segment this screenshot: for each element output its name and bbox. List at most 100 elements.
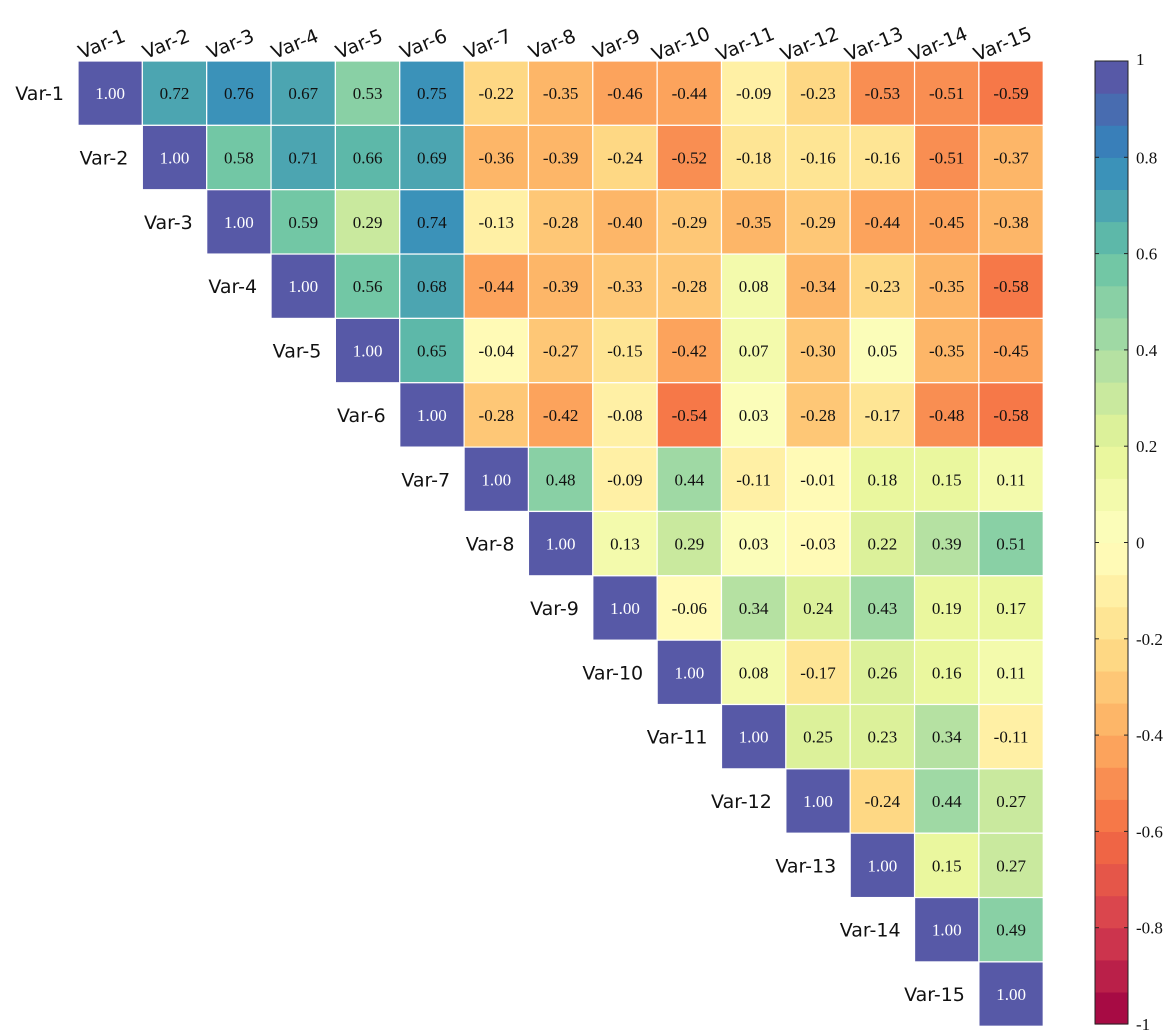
row-label-5: Var-5 — [273, 341, 322, 363]
heatmap-cell-6-14 — [913, 382, 980, 448]
cell-value-3-5: 0.29 — [353, 213, 383, 232]
cell-value-9-15: 0.17 — [996, 599, 1026, 618]
colorbar-step-2 — [1095, 959, 1128, 993]
cell-value-3-14: -0.45 — [929, 213, 964, 232]
row-labels: Var-1 Var-2 Var-3 Var-4 Var-5 Var-6 Var-7 Var-8… — [15, 83, 965, 1006]
heatmap-cell-4-10 — [656, 253, 723, 320]
colorbar-step-1 — [1095, 991, 1128, 1025]
heatmap-cell-1-3 — [206, 60, 272, 126]
row-label-11: Var-11 — [647, 727, 708, 749]
row-label-12: Var-12 — [711, 791, 772, 813]
column-label-4: Var-4 — [268, 25, 321, 64]
cell-value-6-15: -0.58 — [993, 406, 1028, 425]
heatmap-cell-6-8 — [527, 382, 594, 448]
cell-value-2-10: -0.52 — [672, 149, 707, 168]
cell-value-1-5: 0.53 — [353, 84, 383, 103]
heatmap-cell-7-12 — [785, 446, 851, 513]
cell-value-1-3: 0.76 — [224, 84, 254, 103]
cell-value-5-6: 0.65 — [417, 342, 447, 361]
cell-value-4-7: -0.44 — [479, 277, 515, 296]
column-label-2: Var-2 — [140, 25, 193, 64]
cell-value-4-6: 0.68 — [417, 277, 447, 296]
colorbar-step-13 — [1095, 606, 1128, 640]
heatmap-cell-4-11 — [720, 253, 787, 320]
column-label-8: Var-8 — [526, 25, 579, 64]
heatmap-cell-1-10 — [656, 60, 723, 126]
cell-value-3-15: -0.38 — [993, 213, 1028, 232]
cell-value-8-8: 1.00 — [546, 535, 576, 554]
heatmap-cell-2-11 — [720, 124, 787, 191]
colorbar-tick-label-10: -0.8 — [1136, 919, 1163, 938]
row-label-7: Var-7 — [401, 469, 450, 491]
heatmap-cell-7-8 — [527, 446, 594, 513]
cell-value-1-8: -0.35 — [543, 84, 578, 103]
cell-value-5-13: 0.05 — [867, 342, 897, 361]
cell-value-2-7: -0.36 — [479, 149, 514, 168]
cell-value-6-10: -0.54 — [672, 406, 708, 425]
heatmap-cell-10-15 — [978, 639, 1044, 706]
heatmap-cell-1-6 — [399, 60, 465, 126]
cell-value-4-11: 0.08 — [739, 277, 769, 296]
cell-value-11-13: 0.23 — [867, 728, 897, 747]
cell-value-2-4: 0.71 — [288, 149, 318, 168]
heatmap-cell-3-10 — [656, 189, 723, 255]
row-label-14: Var-14 — [840, 920, 901, 942]
colorbar-step-17 — [1095, 478, 1128, 511]
cell-value-1-4: 0.67 — [288, 84, 318, 103]
column-label-7: Var-7 — [461, 25, 514, 64]
cell-value-4-8: -0.39 — [543, 277, 578, 296]
colorbar-tick-label-4: 0.4 — [1136, 341, 1158, 360]
heatmap-cell-5-15 — [978, 317, 1044, 384]
cell-value-11-14: 0.34 — [932, 728, 962, 747]
heatmap-cell-15-15 — [978, 961, 1044, 1027]
heatmap-cell-2-13 — [849, 124, 916, 191]
cell-value-1-13: -0.53 — [865, 84, 900, 103]
heatmap-cell-6-15 — [978, 382, 1044, 448]
cell-value-6-11: 0.03 — [739, 406, 769, 425]
column-label-10: Var-10 — [649, 23, 714, 66]
cell-value-12-12: 1.00 — [803, 792, 833, 811]
cell-value-9-13: 0.43 — [867, 599, 897, 618]
cell-value-8-13: 0.22 — [867, 535, 897, 554]
cell-value-2-15: -0.37 — [993, 149, 1029, 168]
row-label-13: Var-13 — [775, 855, 836, 877]
colorbar-tick-label-5: 0.2 — [1136, 437, 1157, 456]
cell-value-5-14: -0.35 — [929, 342, 964, 361]
cell-value-10-15: 0.11 — [997, 663, 1026, 682]
cell-value-13-13: 1.00 — [867, 856, 897, 875]
colorbar-tick-label-9: -0.6 — [1136, 822, 1163, 841]
heatmap-cell-5-11 — [720, 317, 787, 384]
cell-value-2-8: -0.39 — [543, 149, 578, 168]
cell-value-11-11: 1.00 — [739, 728, 769, 747]
column-label-14: Var-14 — [906, 23, 971, 66]
row-label-2: Var-2 — [80, 148, 129, 170]
cell-value-1-6: 0.75 — [417, 84, 447, 103]
heatmap-cell-9-14 — [913, 575, 980, 641]
cell-value-14-14: 1.00 — [932, 921, 962, 940]
row-label-4: Var-4 — [208, 276, 257, 298]
cell-value-6-9: -0.08 — [607, 406, 642, 425]
colorbar-step-3 — [1095, 927, 1128, 961]
colorbar: 1 0.8 0.6 0.4 0.2 0 -0.2 -0.4 -0.6 -0.8 -1 — [1094, 50, 1163, 1033]
row-label-10: Var-10 — [582, 662, 643, 684]
colorbar-step-23 — [1095, 285, 1128, 319]
cell-value-4-14: -0.35 — [929, 277, 964, 296]
heatmap-cell-5-9 — [592, 317, 658, 384]
heatmap-cell-14-14 — [913, 896, 980, 963]
cell-value-3-9: -0.40 — [607, 213, 642, 232]
heatmap-cell-4-4 — [270, 253, 336, 320]
heatmap-cell-4-15 — [978, 253, 1044, 320]
column-label-15: Var-15 — [971, 23, 1036, 66]
cell-value-7-9: -0.09 — [607, 470, 642, 489]
cell-value-4-13: -0.23 — [865, 277, 900, 296]
cell-value-2-9: -0.24 — [607, 149, 643, 168]
cell-value-5-8: -0.27 — [543, 342, 579, 361]
heatmap-cell-6-9 — [592, 382, 658, 448]
colorbar-step-18 — [1095, 446, 1128, 479]
cell-value-7-8: 0.48 — [546, 470, 576, 489]
column-label-12: Var-12 — [777, 23, 842, 66]
cell-value-10-11: 0.08 — [739, 663, 769, 682]
heatmap-cell-9-9 — [592, 575, 658, 641]
cell-value-3-12: -0.29 — [800, 213, 835, 232]
heatmap-cell-10-10 — [656, 639, 723, 706]
